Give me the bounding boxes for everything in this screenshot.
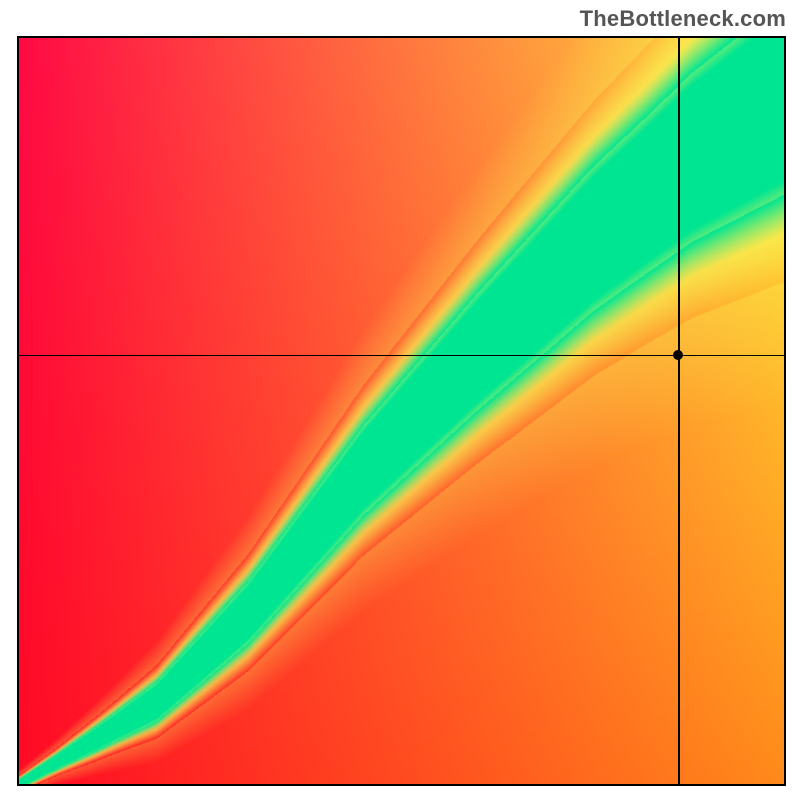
crosshair-vertical bbox=[678, 38, 679, 784]
chart-container: TheBottleneck.com bbox=[0, 0, 800, 800]
heatmap-canvas bbox=[19, 38, 784, 784]
watermark-text: TheBottleneck.com bbox=[580, 6, 786, 32]
crosshair-marker bbox=[673, 350, 683, 360]
crosshair-horizontal bbox=[19, 355, 784, 356]
plot-area bbox=[17, 36, 786, 786]
